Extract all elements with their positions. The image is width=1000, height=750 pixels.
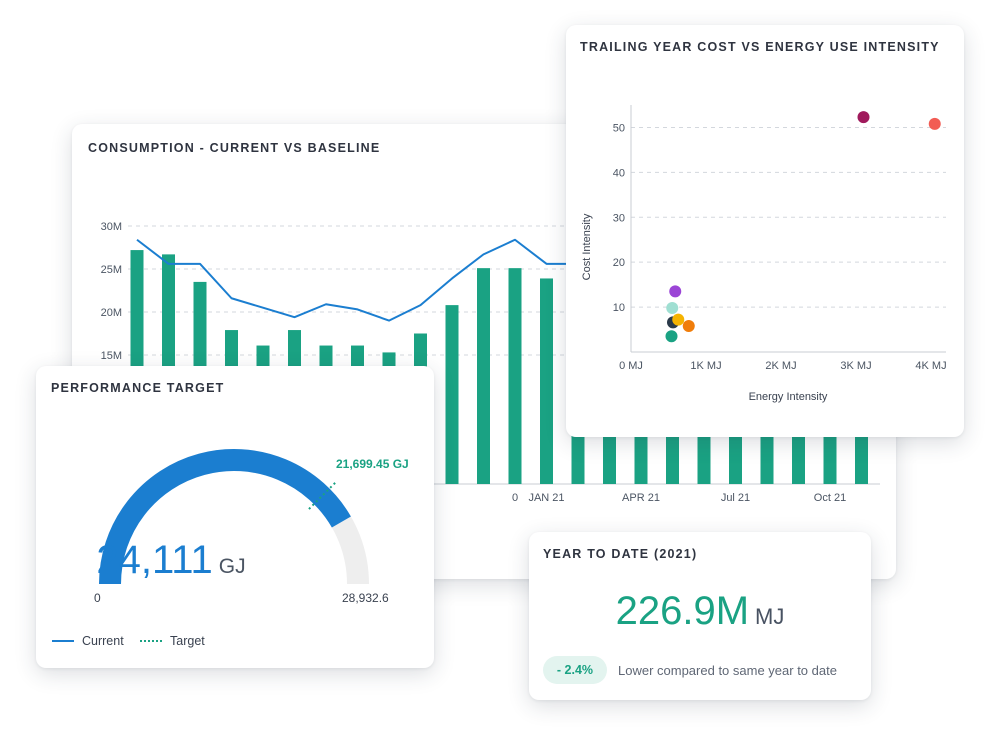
bar xyxy=(540,278,553,484)
ytd-change-badge: - 2.4% xyxy=(543,656,607,684)
y-tick-label: 20M xyxy=(101,307,122,319)
x-tick-label: Oct 21 xyxy=(814,492,846,504)
performance-card: PERFORMANCE TARGET 21,699.45 GJ 24,111 GJ… xyxy=(36,366,434,668)
y-tick-label: 10 xyxy=(613,302,625,314)
y-tick-label: 50 xyxy=(613,122,625,134)
legend-target-swatch xyxy=(140,640,162,642)
legend-target-label: Target xyxy=(170,634,205,648)
scatter-point xyxy=(928,117,941,130)
scatter-point xyxy=(666,301,679,314)
ytd-change-note: Lower compared to same year to date xyxy=(618,663,837,678)
scatter-point xyxy=(665,330,678,343)
x-tick-label: Jul 21 xyxy=(721,492,750,504)
ytd-value-number: 226.9M xyxy=(615,589,750,633)
y-tick-label: 30M xyxy=(101,221,122,233)
gauge-chart xyxy=(99,449,369,585)
x-axis-title: Energy Intensity xyxy=(749,391,828,403)
y-axis-title: Cost Intensity xyxy=(581,213,593,280)
bar xyxy=(445,305,459,484)
gauge-target-label: 21,699.45 GJ xyxy=(336,457,409,471)
x-tick-label: 0 xyxy=(512,492,518,504)
gauge-value: 24,111 GJ xyxy=(36,538,306,583)
gauge-value-number: 24,111 xyxy=(96,538,213,582)
scatter-title: TRAILING YEAR COST VS ENERGY USE INTENSI… xyxy=(580,40,940,54)
ytd-value: 226.9M MJ xyxy=(529,589,871,634)
bar xyxy=(508,268,522,484)
y-tick-label: 15M xyxy=(101,350,122,362)
scatter-card: TRAILING YEAR COST VS ENERGY USE INTENSI… xyxy=(566,25,964,437)
legend-current[interactable]: Current xyxy=(52,634,124,648)
gauge-min-label: 0 xyxy=(94,591,101,605)
scatter-chart: 10 20 30 40 50 0 MJ 1K MJ 2K MJ 3K MJ 4K MJ Energy… xyxy=(581,105,947,403)
x-tick-label: 2K MJ xyxy=(765,360,796,372)
gauge-value-arc xyxy=(99,449,351,585)
legend-current-swatch xyxy=(52,640,74,642)
x-tick-label: APR 21 xyxy=(622,492,660,504)
scatter-point xyxy=(669,285,682,298)
x-tick-label: JAN 21 xyxy=(528,492,564,504)
ytd-card: YEAR TO DATE (2021) 226.9M MJ - 2.4% Lowe… xyxy=(529,532,871,700)
gauge-target-marker xyxy=(308,480,338,510)
gauge-max-label: 28,932.6 xyxy=(342,591,389,605)
x-tick-label: 4K MJ xyxy=(915,360,946,372)
gauge-value-unit: GJ xyxy=(218,555,246,578)
performance-title: PERFORMANCE TARGET xyxy=(51,381,225,395)
bar xyxy=(477,268,490,484)
y-tick-label: 25M xyxy=(101,264,122,276)
y-tick-label: 20 xyxy=(613,257,625,269)
x-tick-label: 0 MJ xyxy=(619,360,643,372)
scatter-point xyxy=(672,313,685,326)
ytd-title: YEAR TO DATE (2021) xyxy=(543,547,698,561)
scatter-point xyxy=(857,111,870,124)
y-tick-label: 30 xyxy=(613,212,625,224)
legend-current-label: Current xyxy=(82,634,124,648)
consumption-title: CONSUMPTION - CURRENT VS BASELINE xyxy=(88,141,381,155)
y-tick-label: 40 xyxy=(613,167,625,179)
x-tick-label: 3K MJ xyxy=(840,360,871,372)
ytd-value-unit: MJ xyxy=(755,604,785,629)
x-tick-label: 1K MJ xyxy=(690,360,721,372)
legend-target[interactable]: Target xyxy=(140,634,205,648)
scatter-point xyxy=(682,319,695,332)
baseline-line xyxy=(136,238,578,322)
